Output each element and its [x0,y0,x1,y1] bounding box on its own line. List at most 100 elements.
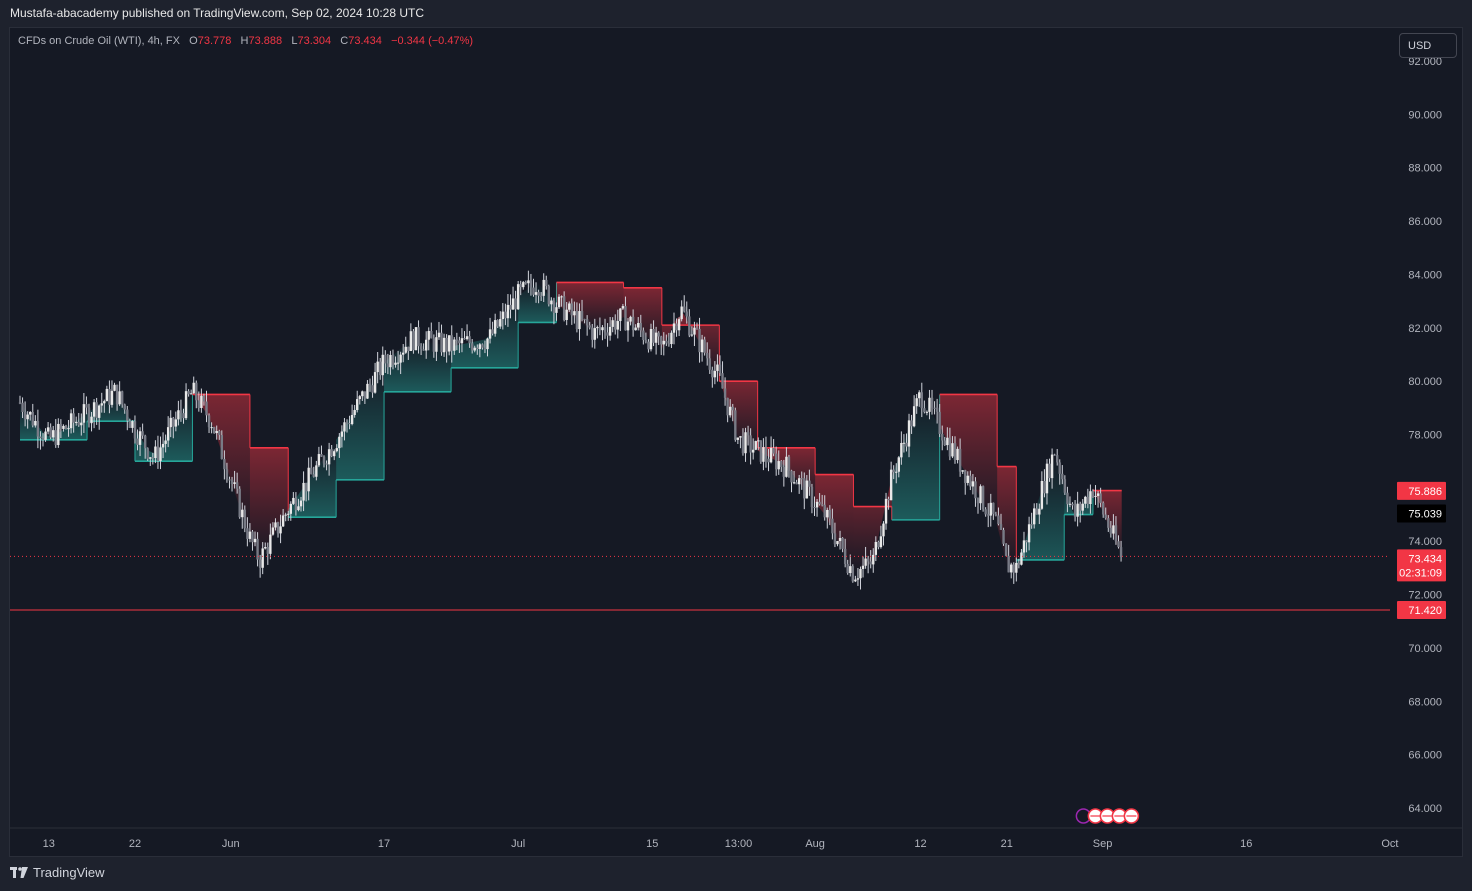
candle-down [128,420,132,428]
candle-down [310,467,313,475]
candle-down [143,435,147,449]
candle-up [248,531,252,539]
candle-down [639,322,642,331]
y-tick-label: 82.000 [1408,323,1442,335]
candle-down [539,295,543,297]
candle-down [529,280,533,288]
candle-down [108,388,111,405]
candle-up [751,449,755,453]
candle-up [626,321,630,331]
candle-up [777,461,780,470]
candle-down [790,470,793,483]
candle-up [1084,496,1087,504]
candle-up [989,502,992,516]
candle-down [974,481,977,499]
price-chart[interactable]: 92.000 90.000 88.000 86.000 84.000 82.000 80.0… [10,28,1463,857]
candle-down [220,435,224,460]
candle-up [149,457,152,459]
candle-up [838,537,842,542]
candle-down [647,341,650,350]
candle-down [1099,493,1102,503]
candle-up [1068,503,1072,505]
candle-down [1119,547,1123,558]
candle-down [123,404,126,410]
candle-up [361,391,364,397]
candle-up [67,428,70,430]
candle-down [591,327,594,340]
candle-up [979,486,982,504]
candle-up [57,423,60,446]
candle-down [614,320,617,330]
candle-up [1081,503,1084,511]
candle-down [767,458,770,463]
candle-up [859,568,862,579]
crosshair-tag: 75.039 [1408,508,1442,520]
candle-up [284,514,287,516]
candle-down [39,436,42,439]
candle-down [36,420,40,437]
candle-down [21,402,24,412]
candles [18,270,1123,590]
candle-down [787,456,791,471]
candle-up [69,413,73,429]
candle-up [297,506,300,511]
candle-up [1022,540,1026,553]
candle-up [189,393,193,395]
candle-up [1033,508,1036,525]
band-upper-tag-bg [1397,481,1446,500]
candle-down [207,415,211,428]
candle-down [833,533,837,545]
candle-up [399,354,402,363]
band-fill-up [336,362,385,480]
candle-up [200,395,203,409]
candle-down [348,423,351,425]
y-tick-label: 80.000 [1408,376,1442,388]
candle-down [304,482,308,492]
candle-down [813,507,816,509]
candle-down [984,509,987,515]
candle-down [941,433,944,441]
candle-down [49,427,52,438]
candle-down [1004,543,1008,556]
candle-down [258,559,262,568]
candle-up [333,451,336,457]
candle-down [1002,529,1005,544]
candle-down [476,347,479,349]
footer-brand[interactable]: TradingView [10,865,105,880]
candle-down [470,343,474,351]
candle-down [923,408,926,413]
candle-down [652,328,655,343]
candle-down [1012,564,1015,573]
candle-down [468,336,471,344]
candle-up [338,436,341,449]
candle-up [649,328,653,350]
chart-frame[interactable]: 92.000 90.000 88.000 86.000 84.000 82.000 80.0… [9,27,1463,857]
candle-up [1015,562,1018,573]
candle-down [721,373,724,389]
candle-down [1091,491,1095,497]
candle-down [734,410,737,440]
candle-down [1086,496,1090,505]
band-fill-up [451,295,519,368]
candle-down [547,286,551,305]
candle-up [1020,552,1023,565]
candle-up [1038,508,1041,515]
candle-up [90,416,93,424]
y-tick-label: 86.000 [1408,216,1442,228]
candle-up [601,327,604,331]
candle-up [670,332,673,345]
candle-up [343,422,346,432]
candle-up [154,446,157,459]
candle-down [723,388,727,398]
currency-button[interactable]: USD [1399,33,1457,58]
candle-up [849,566,852,574]
candle-up [879,536,883,548]
symbol-name: CFDs on Crude Oil (WTI), 4h, FX [18,35,180,47]
candle-up [166,427,170,441]
band-fill-down [815,474,854,574]
candle-down [54,430,57,446]
candle-up [465,336,469,340]
high-label: H [240,35,249,47]
candle-up [435,337,438,352]
candle-up [253,538,257,543]
